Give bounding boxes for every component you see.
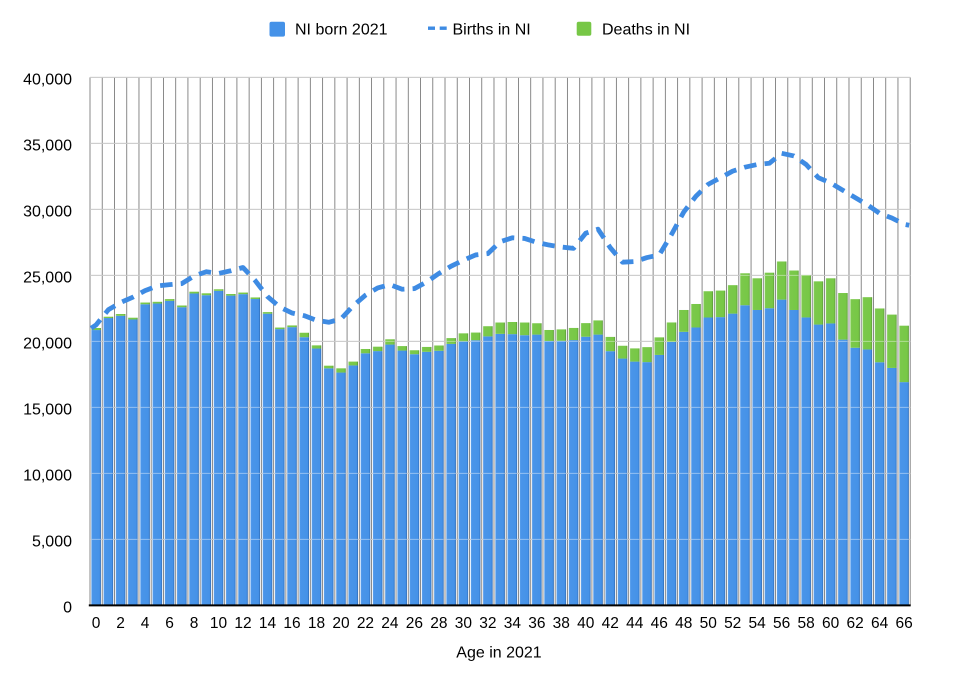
svg-text:48: 48 xyxy=(675,615,692,632)
svg-text:Deaths in NI: Deaths in NI xyxy=(602,22,690,39)
svg-text:62: 62 xyxy=(846,615,863,632)
svg-text:34: 34 xyxy=(504,615,522,632)
svg-text:24: 24 xyxy=(381,615,399,632)
svg-text:54: 54 xyxy=(749,615,767,632)
svg-text:10,000: 10,000 xyxy=(23,467,72,484)
svg-text:Age in 2021: Age in 2021 xyxy=(456,645,542,662)
svg-text:28: 28 xyxy=(430,615,447,632)
svg-text:56: 56 xyxy=(773,615,790,632)
svg-text:25,000: 25,000 xyxy=(23,269,72,286)
svg-text:46: 46 xyxy=(651,615,668,632)
svg-text:8: 8 xyxy=(190,615,199,632)
svg-text:20,000: 20,000 xyxy=(23,335,72,352)
svg-text:12: 12 xyxy=(234,615,251,632)
svg-text:60: 60 xyxy=(822,615,840,632)
svg-text:58: 58 xyxy=(798,615,815,632)
svg-text:Births in NI: Births in NI xyxy=(453,22,531,39)
svg-text:50: 50 xyxy=(700,615,718,632)
svg-text:18: 18 xyxy=(308,615,325,632)
svg-text:2: 2 xyxy=(116,615,125,632)
svg-text:20: 20 xyxy=(332,615,350,632)
svg-text:66: 66 xyxy=(895,615,912,632)
svg-text:0: 0 xyxy=(92,615,101,632)
svg-text:40,000: 40,000 xyxy=(23,71,72,88)
svg-text:10: 10 xyxy=(210,615,228,632)
svg-text:32: 32 xyxy=(479,615,496,632)
svg-text:0: 0 xyxy=(63,599,72,616)
svg-text:14: 14 xyxy=(259,615,277,632)
svg-text:4: 4 xyxy=(141,615,150,632)
svg-text:26: 26 xyxy=(406,615,423,632)
svg-text:40: 40 xyxy=(577,615,595,632)
svg-text:30,000: 30,000 xyxy=(23,203,72,220)
svg-text:52: 52 xyxy=(724,615,741,632)
svg-text:22: 22 xyxy=(357,615,374,632)
svg-text:35,000: 35,000 xyxy=(23,137,72,154)
svg-text:42: 42 xyxy=(602,615,619,632)
svg-text:30: 30 xyxy=(455,615,473,632)
svg-text:36: 36 xyxy=(528,615,545,632)
svg-text:38: 38 xyxy=(553,615,570,632)
svg-text:64: 64 xyxy=(871,615,889,632)
svg-text:5,000: 5,000 xyxy=(32,533,72,550)
svg-text:16: 16 xyxy=(283,615,300,632)
svg-text:6: 6 xyxy=(165,615,174,632)
svg-text:44: 44 xyxy=(626,615,644,632)
svg-text:NI born 2021: NI born 2021 xyxy=(295,22,388,39)
svg-text:15,000: 15,000 xyxy=(23,401,72,418)
